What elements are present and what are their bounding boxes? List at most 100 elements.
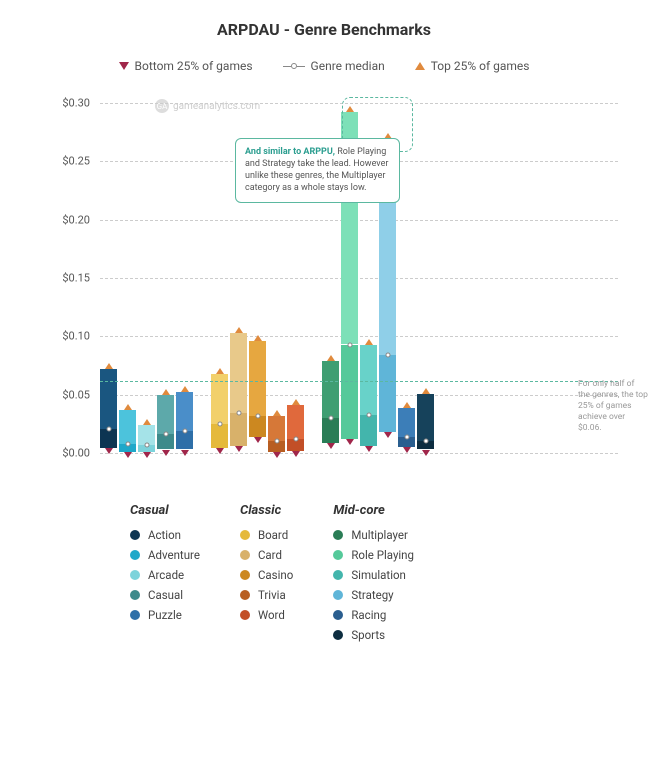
legend-item: Sports [333, 628, 414, 642]
gridline [100, 453, 618, 454]
legend-item: Action [130, 528, 200, 542]
bar-sports [417, 103, 434, 453]
triangle-up-icon [273, 410, 281, 416]
legend-item-label: Casino [258, 568, 293, 582]
legend-item-label: Trivia [258, 588, 286, 602]
triangle-down-icon [254, 437, 262, 443]
legend-item: Arcade [130, 568, 200, 582]
y-tick-label: $0.30 [45, 97, 90, 110]
bar-group [100, 103, 193, 453]
triangle-down-icon [105, 448, 113, 454]
median-dot-icon [274, 439, 279, 444]
triangle-up-icon [403, 402, 411, 408]
legend-item: Multiplayer [333, 528, 414, 542]
triangle-down-icon [273, 452, 281, 458]
y-tick-label: $0.10 [45, 330, 90, 343]
triangle-up-icon [143, 419, 151, 425]
bar-puzzle [176, 103, 193, 453]
legend-item-label: Card [258, 548, 282, 562]
triangle-down-icon [327, 443, 335, 449]
median-dot-icon [423, 439, 428, 444]
legend-column-title: Mid-core [333, 503, 414, 518]
bar-action [100, 103, 117, 453]
swatch-icon [130, 570, 140, 580]
legend-item-label: Puzzle [148, 608, 182, 622]
triangle-up-icon [235, 327, 243, 333]
triangle-up-icon [422, 388, 430, 394]
legend-item: Card [240, 548, 293, 562]
legend-item-label: Action [148, 528, 181, 542]
median-dot-icon [255, 413, 260, 418]
legend-column-title: Casual [130, 503, 200, 518]
legend-item: Puzzle [130, 608, 200, 622]
median-dot-icon [366, 412, 371, 417]
legend-top: Bottom 25% of games Genre median Top 25%… [0, 59, 648, 73]
bottom-legend: CasualActionAdventureArcadeCasualPuzzleC… [130, 503, 648, 648]
legend-item: Casual [130, 588, 200, 602]
bar-arcade [138, 103, 155, 453]
triangle-up-icon [292, 399, 300, 405]
legend-top-label: Top 25% of games [431, 59, 530, 73]
legend-item-label: Simulation [351, 568, 406, 582]
legend-item-label: Strategy [351, 588, 393, 602]
median-dot-icon [236, 411, 241, 416]
legend-column: CasualActionAdventureArcadeCasualPuzzle [130, 503, 200, 648]
chart-title: ARPDAU - Genre Benchmarks [0, 0, 648, 59]
triangle-up-icon [415, 62, 425, 70]
swatch-icon [130, 550, 140, 560]
legend-column-title: Classic [240, 503, 293, 518]
legend-item-label: Board [258, 528, 288, 542]
legend-item-label: Arcade [148, 568, 184, 582]
swatch-icon [240, 530, 250, 540]
side-note: For only half of the genres, the top 25%… [578, 379, 648, 434]
y-tick-label: $0.25 [45, 155, 90, 168]
triangle-up-icon [327, 355, 335, 361]
median-dot-icon [385, 353, 390, 358]
legend-column: Classic Board Card Casino Trivia Word [240, 503, 293, 648]
swatch-icon [333, 610, 343, 620]
median-dot-icon [106, 426, 111, 431]
bar-adventure [119, 103, 136, 453]
y-tick-label: $0.00 [45, 447, 90, 460]
median-dot-icon [347, 342, 352, 347]
chart-area: GA gameanalytics.com $0.00$0.05$0.10$0.1… [100, 103, 588, 453]
legend-bottom25: Bottom 25% of games [119, 59, 253, 73]
triangle-down-icon [143, 452, 151, 458]
swatch-icon [333, 550, 343, 560]
triangle-down-icon [162, 450, 170, 456]
legend-column: Mid-coreMultiplayerRole PlayingSimulatio… [333, 503, 414, 648]
triangle-down-icon [119, 62, 129, 70]
swatch-icon [333, 590, 343, 600]
median-glyph-icon [283, 63, 305, 69]
legend-median-label: Genre median [311, 59, 385, 73]
legend-item-label: Sports [351, 628, 385, 642]
median-dot-icon [182, 428, 187, 433]
legend-item-label: Word [258, 608, 285, 622]
y-tick-label: $0.15 [45, 272, 90, 285]
legend-top25: Top 25% of games [415, 59, 530, 73]
swatch-icon [240, 590, 250, 600]
median-dot-icon [163, 432, 168, 437]
triangle-down-icon [292, 451, 300, 457]
triangle-down-icon [346, 439, 354, 445]
triangle-up-icon [254, 335, 262, 341]
triangle-up-icon [365, 339, 373, 345]
legend-item-label: Racing [351, 608, 386, 622]
triangle-up-icon [105, 363, 113, 369]
triangle-down-icon [181, 450, 189, 456]
triangle-up-icon [124, 404, 132, 410]
swatch-icon [240, 570, 250, 580]
legend-item: Racing [333, 608, 414, 622]
swatch-icon [333, 630, 343, 640]
median-dot-icon [144, 442, 149, 447]
y-tick-label: $0.20 [45, 213, 90, 226]
legend-item: Strategy [333, 588, 414, 602]
bar-board [211, 103, 228, 453]
triangle-up-icon [216, 368, 224, 374]
swatch-icon [130, 530, 140, 540]
callout-box: And similar to ARPPU, Role Playing and S… [235, 138, 400, 203]
triangle-down-icon [235, 446, 243, 452]
bar-racing [398, 103, 415, 453]
triangle-down-icon [422, 450, 430, 456]
legend-item: Word [240, 608, 293, 622]
